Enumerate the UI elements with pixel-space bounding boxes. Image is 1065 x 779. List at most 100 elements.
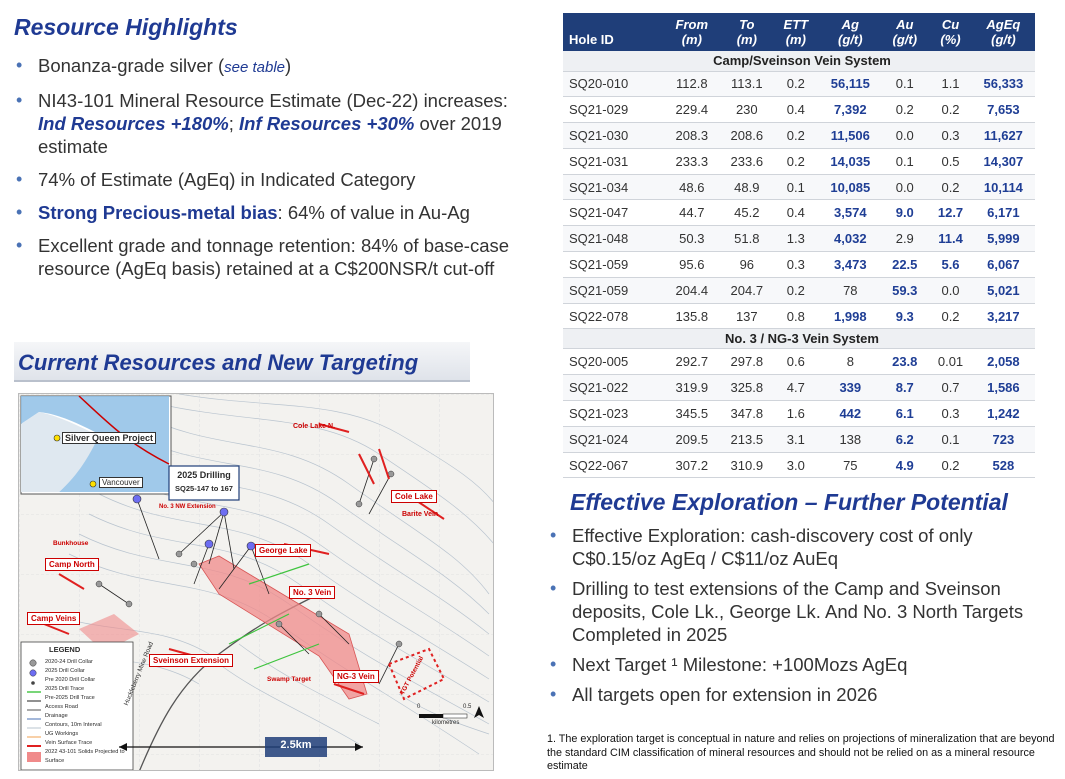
table-cell: 137	[722, 303, 772, 330]
see-table-link[interactable]: see table	[224, 59, 286, 76]
table-cell: 5,999	[971, 225, 1035, 253]
bullet-icon: •	[16, 202, 23, 222]
table-cell: 10,085	[820, 174, 881, 201]
legend-item: 2020-24 Drill Collar	[45, 659, 93, 665]
target-outline	[387, 647, 446, 701]
table-cell: 0.7	[929, 374, 972, 402]
list-item: • Bonanza-grade silver (see table)	[16, 55, 292, 76]
scale-bar	[119, 713, 468, 757]
table-cell: 6,067	[971, 251, 1035, 278]
table-cell: 12.7	[929, 199, 972, 227]
exploration-title: Effective Exploration – Further Potentia…	[570, 489, 1008, 515]
table-cell: SQ21-024	[563, 426, 662, 453]
column-header: From (m)	[661, 13, 723, 51]
table-row: SQ21-029 229.4 230 0.4 7,392 0.2 0.2 7,653	[563, 96, 1035, 124]
column-header: Ag (g/t)	[820, 13, 881, 51]
drill-results-table: Hole ID From (m) To (m) ETT (m) Ag (g/t) Au (g/t) C…	[563, 13, 1035, 479]
table-cell: 78	[820, 277, 881, 304]
legend-item: Drainage	[45, 713, 68, 719]
table-cell: 4.9	[880, 452, 930, 479]
legend-symbols	[27, 659, 41, 762]
table-row: SQ21-022 319.9 325.8 4.7 339 8.7 0.7 1,586	[563, 374, 1035, 402]
table-cell: 45.2	[722, 199, 772, 227]
legend-item: 2025 Drill Collar	[45, 668, 85, 674]
bullet-icon: •	[550, 684, 557, 704]
project-map: Silver Queen Project Vancouver 2025 Dril…	[18, 393, 494, 771]
table-cell: 319.9	[661, 374, 723, 402]
table-body: Camp/Sveinson Vein System SQ20-010 112.8 11…	[563, 51, 1035, 479]
table-cell: 0.2	[771, 277, 821, 304]
table-cell: 95.6	[661, 251, 723, 278]
column-header: Hole ID	[563, 13, 662, 51]
table-cell: 0.2	[929, 96, 972, 124]
table-cell: 11,627	[971, 122, 1035, 149]
scale-max: 0.5	[463, 704, 472, 710]
table-cell: SQ21-034	[563, 174, 662, 201]
legend-item: 2022 43-101 Solids Projected to Surface	[45, 749, 125, 764]
table-cell: 209.5	[661, 426, 723, 453]
table-row: SQ21-059 95.6 96 0.3 3,473 22.5 5.6 6,067	[563, 251, 1035, 278]
table-cell: 0.2	[771, 148, 821, 175]
column-header: ETT (m)	[771, 13, 821, 51]
table-cell: 10,114	[971, 174, 1035, 201]
legend-title: LEGEND	[49, 645, 81, 654]
table-cell: 442	[820, 400, 881, 427]
table-cell: 0.0	[880, 174, 930, 201]
map-canvas	[19, 394, 493, 770]
bullet-icon: •	[16, 90, 23, 110]
table-cell: SQ22-067	[563, 452, 662, 479]
table-cell: SQ21-029	[563, 96, 662, 124]
table-row: SQ21-030 208.3 208.6 0.2 11,506 0.0 0.3 11,627	[563, 122, 1035, 149]
inset-project-label: Silver Queen Project	[62, 432, 157, 444]
table-cell: SQ21-059	[563, 277, 662, 304]
label-george-lake: George Lake	[255, 544, 312, 557]
table-cell: 7,392	[820, 96, 881, 124]
scale-zero: 0	[417, 704, 421, 710]
table-cell: 230	[722, 96, 772, 124]
table-cell: 0.1	[929, 426, 972, 453]
table-cell: 307.2	[661, 452, 723, 479]
column-header: Cu (%)	[929, 13, 972, 51]
list-item: • NI43-101 Mineral Resource Estimate (Dec…	[16, 90, 508, 157]
table-cell: 14,035	[820, 148, 881, 175]
table-row: SQ21-048 50.3 51.8 1.3 4,032 2.9 11.4 5,999	[563, 225, 1035, 253]
footnote: 1. The exploration target is conceptual …	[547, 733, 1055, 772]
legend-item: Pre 2020 Drill Collar	[45, 677, 96, 683]
table-cell: 0.2	[929, 174, 972, 201]
table-cell: 6,171	[971, 199, 1035, 227]
table-row: SQ21-047 44.7 45.2 0.4 3,574 9.0 12.7 6,171	[563, 199, 1035, 227]
table-cell: 75	[820, 452, 881, 479]
table-row: SQ20-010 112.8 113.1 0.2 56,115 0.1 1.1 56,333	[563, 71, 1035, 98]
list-item: • Drilling to test extensions of the Camp…	[550, 578, 1024, 645]
table-cell: 3.0	[771, 452, 821, 479]
table-cell: 0.0	[880, 122, 930, 149]
table-row: SQ22-067 307.2 310.9 3.0 75 4.9 0.2 528	[563, 452, 1035, 479]
table-cell: 0.2	[929, 303, 972, 330]
label-no3-nw-extension: No. 3 NW Extension	[159, 504, 216, 510]
label-tgt-potential: TGT Potential	[399, 655, 426, 696]
table-cell: 310.9	[722, 452, 772, 479]
table-cell: SQ21-048	[563, 225, 662, 253]
label-camp-veins: Camp Veins	[27, 612, 81, 625]
table-cell: SQ21-022	[563, 374, 662, 402]
table-cell: 3,574	[820, 199, 881, 227]
label-cole-lake: Cole Lake	[391, 490, 437, 503]
table-header-row: Hole ID From (m) To (m) ETT (m) Ag (g/t) Au (g/t) C…	[563, 13, 1035, 51]
table-cell: 0.8	[771, 303, 821, 330]
table-cell: 345.5	[661, 400, 723, 427]
label-camp-north: Camp North	[45, 558, 99, 571]
drill-collars	[95, 455, 403, 648]
table-cell: 1,242	[971, 400, 1035, 427]
table-cell: 297.8	[722, 348, 772, 376]
column-header: To (m)	[722, 13, 772, 51]
legend-items: 2020-24 Drill Collar 2025 Drill Collar Pre…	[45, 658, 131, 766]
inset-city-label: Vancouver	[99, 477, 143, 488]
table-cell: 339	[820, 374, 881, 402]
table-cell: 44.7	[661, 199, 723, 227]
legend-item: Access Road	[45, 704, 78, 710]
table-cell: 208.6	[722, 122, 772, 149]
map-legend	[20, 641, 134, 770]
drilling-callout-line1: 2025 Drilling	[177, 470, 231, 480]
list-item: • Next Target ¹ Milestone: +100Mozs AgEq	[550, 654, 908, 675]
locator-inset	[20, 395, 172, 495]
